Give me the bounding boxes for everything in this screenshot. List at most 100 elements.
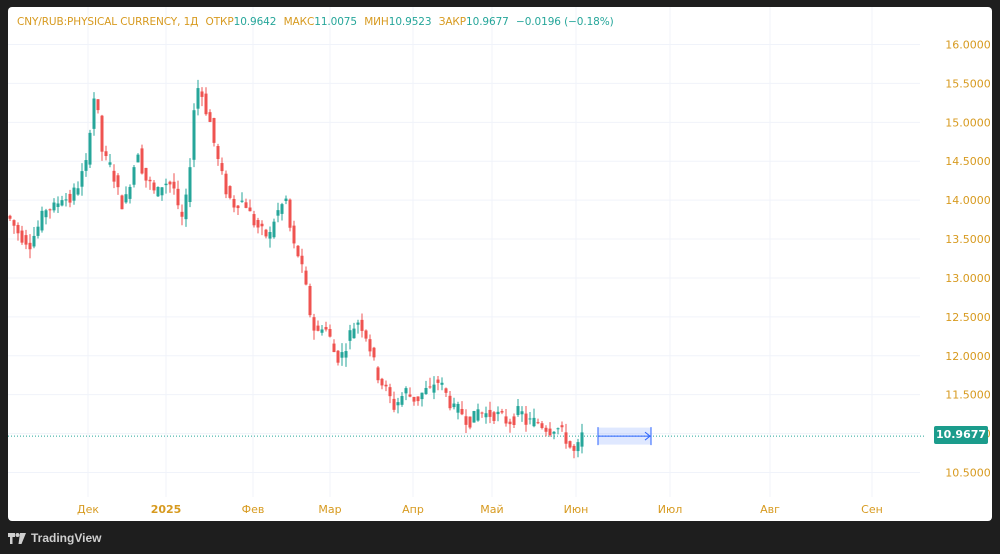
close-label: ЗАКР <box>438 16 467 28</box>
candle-body <box>508 421 512 425</box>
candle-body <box>240 200 244 202</box>
price-tick-label: 16.0000 <box>945 39 991 52</box>
candle-body <box>52 202 56 211</box>
candle-body <box>60 200 64 206</box>
time-tick-label: Июн <box>564 503 589 516</box>
candle-body <box>92 98 96 129</box>
price-tick-label: 10.5000 <box>945 467 991 480</box>
candle-body <box>536 422 540 424</box>
candle-body <box>380 378 384 386</box>
candle-body <box>308 286 312 316</box>
candle-body <box>316 325 320 331</box>
candle-body <box>516 406 520 415</box>
candle-body <box>420 392 424 400</box>
candle-body <box>228 186 232 198</box>
candle-body <box>576 442 580 452</box>
candle-body <box>20 230 24 243</box>
price-tick-label: 12.0000 <box>945 350 991 363</box>
open-value: 10.9642 <box>233 16 277 28</box>
candle-body <box>540 423 544 429</box>
candle-body <box>216 146 220 160</box>
candle-body <box>24 235 28 245</box>
candle-body <box>356 322 360 325</box>
candle-body <box>224 173 228 195</box>
candle-body <box>556 428 560 430</box>
time-tick-label: Май <box>480 503 503 516</box>
candle-body <box>96 99 100 111</box>
candle-body <box>248 207 252 212</box>
candle-body <box>360 319 364 331</box>
candle-body <box>204 93 208 115</box>
candle-body <box>100 115 104 152</box>
candle-body <box>48 209 52 211</box>
projection-arrow-head <box>644 431 651 441</box>
candle-body <box>332 343 336 353</box>
candle-body <box>336 350 340 363</box>
candle-body <box>456 403 460 413</box>
candle-body <box>476 409 480 421</box>
candle-body <box>212 118 216 143</box>
candle-body <box>544 427 548 432</box>
candle-body <box>156 187 160 197</box>
change-value: −0.0196 (−0.18%) <box>516 16 614 28</box>
candle-body <box>288 199 292 228</box>
candle-body <box>324 327 328 330</box>
candle-body <box>108 162 112 165</box>
chart-panel[interactable]: 16.0000 15.5000 15.0000 14.5000 14.0000 13.50… <box>8 7 992 521</box>
price-tick-label: 11.5000 <box>945 389 991 402</box>
candle-body <box>480 412 484 414</box>
candle-body <box>280 204 284 214</box>
candle-body <box>464 416 468 425</box>
candle-body <box>252 214 256 226</box>
candle-body <box>520 411 524 415</box>
candle-body <box>340 352 344 358</box>
candle-body <box>292 225 296 244</box>
candle-body <box>8 215 12 219</box>
candle-body <box>572 445 576 451</box>
candle-body <box>448 395 452 409</box>
candle-body <box>524 413 528 425</box>
candle-body <box>16 224 20 234</box>
candle-body <box>112 170 116 182</box>
candle-body <box>472 411 476 423</box>
candle-body <box>136 154 140 163</box>
price-tick-label: 14.5000 <box>945 155 991 168</box>
date-range-projection[interactable] <box>597 427 652 446</box>
candle-body <box>124 194 128 203</box>
candle-body <box>160 187 164 196</box>
candle-body <box>552 431 556 434</box>
price-tick-label: 14.0000 <box>945 194 991 207</box>
candle-body <box>272 221 276 238</box>
symbol-title[interactable]: CNY/RUB:PHYSICAL CURRENCY, 1Д <box>17 16 199 28</box>
candle-body <box>208 112 212 122</box>
candle-body <box>364 330 368 339</box>
price-tick-label: 15.0000 <box>945 116 991 129</box>
candle-body <box>104 151 108 157</box>
candle-body <box>76 188 80 195</box>
low-label: МИН <box>364 16 389 28</box>
candles[interactable] <box>8 79 584 459</box>
time-axis[interactable]: Дек 2025 Фев Мар Апр Май Июн Июл Авг Сен <box>77 503 883 516</box>
candle-body <box>32 235 36 247</box>
candlestick-chart[interactable]: 16.0000 15.5000 15.0000 14.5000 14.0000 13.50… <box>8 7 992 521</box>
candle-body <box>276 210 280 216</box>
candle-body <box>372 347 376 358</box>
candle-body <box>388 387 392 397</box>
tradingview-logo-icon <box>8 532 26 544</box>
candle-body <box>164 183 168 186</box>
price-axis[interactable]: 16.0000 15.5000 15.0000 14.5000 14.0000 13.50… <box>945 39 991 480</box>
candle-body <box>400 396 404 405</box>
tradingview-branding[interactable]: TradingView <box>8 528 101 548</box>
candle-body <box>580 432 584 447</box>
candle-body <box>256 220 260 228</box>
candle-body <box>284 198 288 202</box>
candle-body <box>144 167 148 181</box>
candle-body <box>148 179 152 182</box>
symbol-legend: CNY/RUB:PHYSICAL CURRENCY, 1Д ОТКР10.964… <box>17 16 618 28</box>
last-price-badge: 10.9677 <box>934 426 988 444</box>
candle-body <box>496 411 500 415</box>
candle-body <box>132 167 136 185</box>
candle-body <box>72 187 76 201</box>
candle-body <box>172 181 176 189</box>
candle-body <box>44 210 48 218</box>
